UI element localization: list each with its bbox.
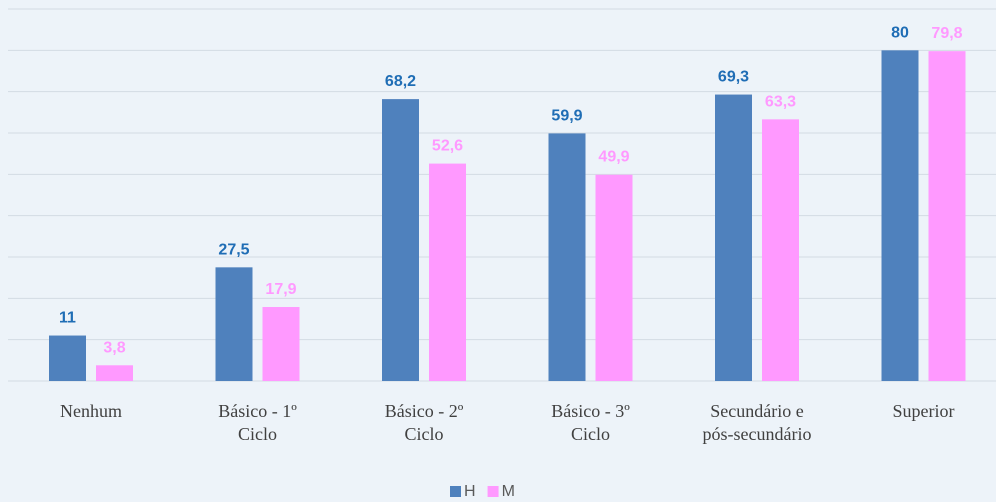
value-label: 27,5 [218,241,249,258]
bar [429,163,466,381]
value-label: 79,8 [931,25,962,42]
value-label: 52,6 [432,138,463,155]
legend-label: M [502,483,515,500]
legend-swatch [487,486,499,497]
value-label: 3,8 [103,339,125,356]
value-label: 17,9 [265,281,296,298]
value-label: 11 [59,310,76,327]
bar [928,51,966,381]
value-label: 49,9 [598,149,629,166]
value-label: 80 [891,24,909,41]
bar [382,99,419,382]
x-tick-label: Básico - 1º Ciclo [218,401,297,444]
bar [762,119,799,382]
bar [548,133,586,381]
x-tick-label: Nenhum [60,401,122,421]
x-tick-label: Básico - 3º Ciclo [551,401,630,444]
value-label: 68,2 [385,73,416,90]
bar [715,94,752,381]
x-tick-label: Superior [892,401,955,421]
legend-label: H [464,483,476,500]
value-label: 59,9 [551,107,582,124]
bar [215,267,253,381]
x-tick-label: Básico - 2º Ciclo [384,401,464,444]
x-tick-label: Secundário e pós-secundário [702,401,812,444]
bar [595,174,633,381]
value-label: 69,3 [718,69,749,86]
legend-swatch [450,486,461,497]
value-label: 63,3 [765,93,796,110]
bar [262,307,300,381]
bar [96,365,133,381]
bar [49,335,86,381]
bar [881,50,919,381]
